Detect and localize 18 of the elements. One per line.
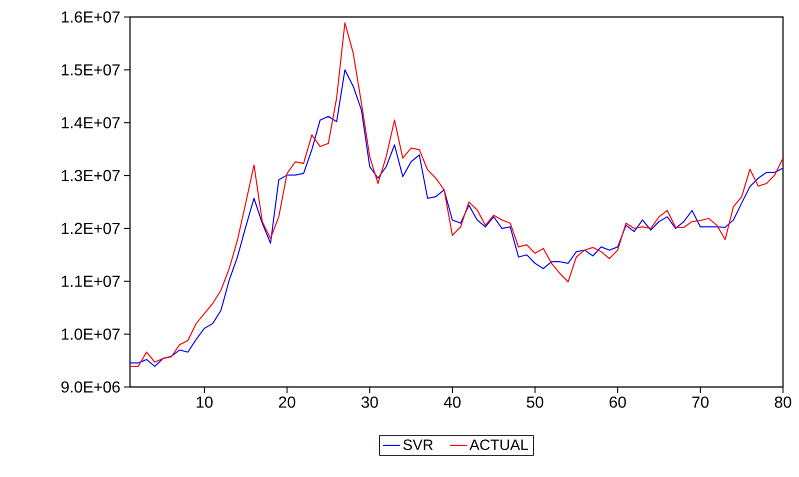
- y-tick-label: 1.3E+07: [62, 170, 120, 182]
- x-tick-label: 10: [196, 396, 213, 408]
- y-tick-label: 1.2E+07: [62, 222, 120, 234]
- x-tick-label: 20: [278, 396, 296, 408]
- y-tick-label: 9.0E+06: [61, 381, 120, 393]
- x-tick-label: 80: [774, 396, 792, 408]
- legend-label: ACTUAL: [470, 439, 528, 450]
- y-tick-label: 1.6E+07: [62, 11, 120, 23]
- x-tick-label: 70: [692, 396, 709, 408]
- x-tick-label: 40: [444, 396, 461, 408]
- y-tick-label: 1.1E+07: [62, 276, 120, 287]
- y-tick-label: 1.5E+07: [62, 64, 120, 76]
- x-tick-label: 60: [610, 396, 626, 408]
- y-tick-label: 1.0E+07: [62, 328, 120, 340]
- legend-label: SVR: [403, 439, 433, 450]
- x-tick-label: 30: [361, 396, 378, 408]
- y-tick-label: 1.4E+07: [62, 117, 120, 128]
- x-tick-label: 50: [526, 396, 544, 408]
